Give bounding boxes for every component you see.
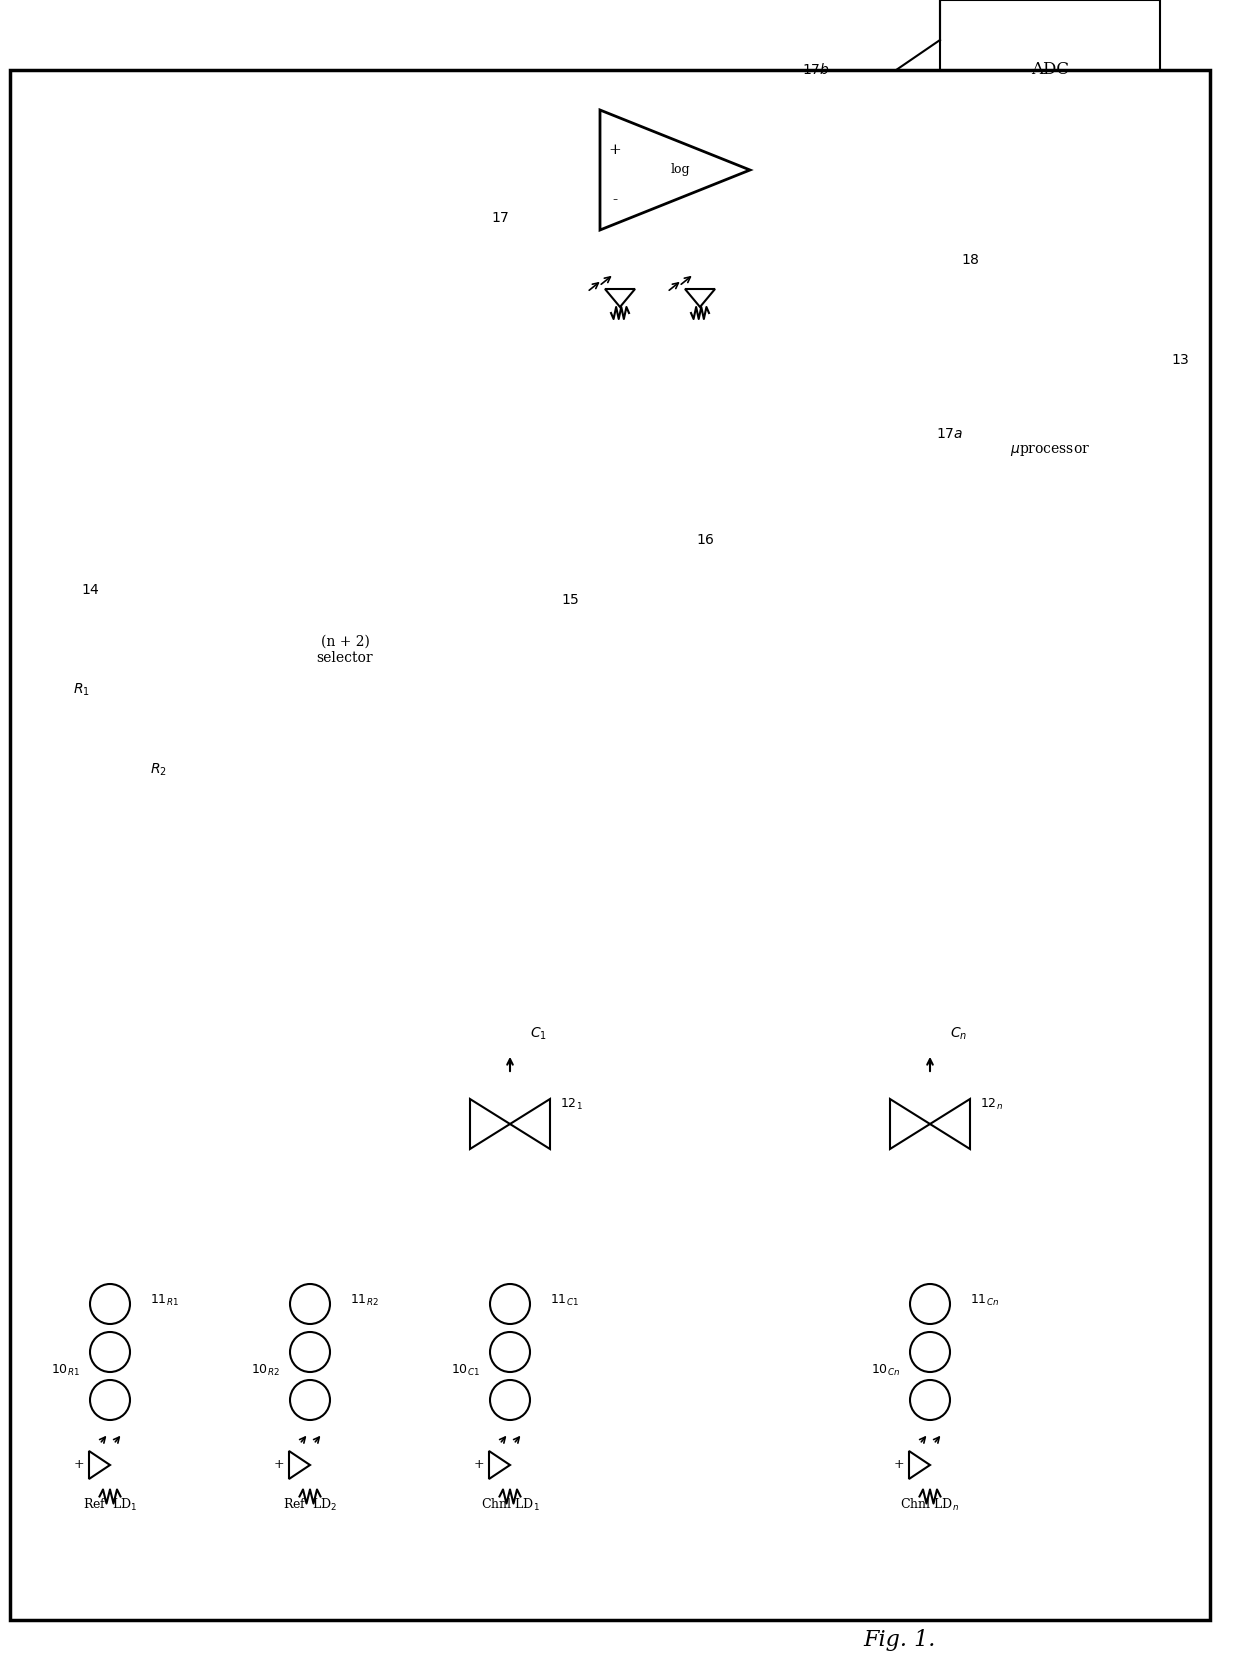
Polygon shape: [89, 1451, 110, 1480]
Text: $17$: $17$: [491, 210, 510, 225]
Text: $10_{C1}$: $10_{C1}$: [451, 1363, 480, 1378]
Text: Fig. 1.: Fig. 1.: [864, 1628, 936, 1652]
Polygon shape: [909, 1451, 930, 1480]
Text: $11_{C1}$: $11_{C1}$: [551, 1293, 579, 1308]
Text: $R_1$: $R_1$: [73, 681, 91, 698]
Text: Ref  LD$_1$: Ref LD$_1$: [83, 1496, 138, 1513]
Polygon shape: [470, 1099, 510, 1149]
Bar: [600, 600, 711, 710]
Bar: [120, 579, 570, 720]
Text: $10_{R1}$: $10_{R1}$: [51, 1363, 81, 1378]
Text: $14$: $14$: [81, 583, 99, 596]
Text: +: +: [273, 1458, 284, 1471]
Text: Chnl LD$_n$: Chnl LD$_n$: [900, 1496, 960, 1513]
Bar: [219, 1409, 401, 1550]
Text: $11_{R2}$: $11_{R2}$: [350, 1293, 378, 1308]
Text: $18$: $18$: [961, 252, 980, 267]
Text: -: -: [613, 194, 618, 207]
Polygon shape: [289, 1451, 310, 1480]
Text: $C_n$: $C_n$: [950, 1025, 967, 1042]
Text: Chnl LD$_1$: Chnl LD$_1$: [481, 1496, 539, 1513]
Text: $12_n$: $12_n$: [980, 1097, 1003, 1112]
Polygon shape: [684, 289, 715, 307]
Text: $15$: $15$: [560, 593, 579, 606]
Polygon shape: [489, 1451, 510, 1480]
Polygon shape: [890, 1099, 930, 1149]
Text: $\mu$processor: $\mu$processor: [1009, 443, 1090, 458]
Text: ADC: ADC: [1030, 62, 1069, 78]
Text: $11_{R1}$: $11_{R1}$: [150, 1293, 179, 1308]
Bar: [20, 1409, 200, 1550]
Polygon shape: [600, 110, 750, 230]
Polygon shape: [510, 1099, 551, 1149]
Text: $17b$: $17b$: [802, 62, 830, 77]
Bar: [551, 90, 849, 411]
Bar: [940, 361, 1159, 539]
Text: $R_2$: $R_2$: [150, 762, 167, 778]
Text: $12_1$: $12_1$: [560, 1097, 583, 1112]
Polygon shape: [930, 1099, 970, 1149]
Text: +: +: [474, 1458, 484, 1471]
Polygon shape: [605, 289, 635, 307]
Bar: [940, 0, 1159, 140]
Bar: [839, 1409, 1021, 1550]
Text: +: +: [609, 144, 621, 157]
Text: $10_{Cn}$: $10_{Cn}$: [870, 1363, 900, 1378]
Text: $10_{R2}$: $10_{R2}$: [252, 1363, 280, 1378]
Text: log: log: [670, 164, 689, 177]
Text: $11_{Cn}$: $11_{Cn}$: [970, 1293, 999, 1308]
Text: $C_1$: $C_1$: [529, 1025, 547, 1042]
Text: Ref  LD$_2$: Ref LD$_2$: [283, 1496, 337, 1513]
Text: (n + 2)
selector: (n + 2) selector: [316, 635, 373, 665]
Text: +: +: [893, 1458, 904, 1471]
Text: $13$: $13$: [1171, 352, 1189, 367]
Text: $16$: $16$: [696, 533, 714, 548]
Text: +: +: [73, 1458, 84, 1471]
Text: $17a$: $17a$: [936, 428, 963, 441]
Bar: [420, 1409, 600, 1550]
